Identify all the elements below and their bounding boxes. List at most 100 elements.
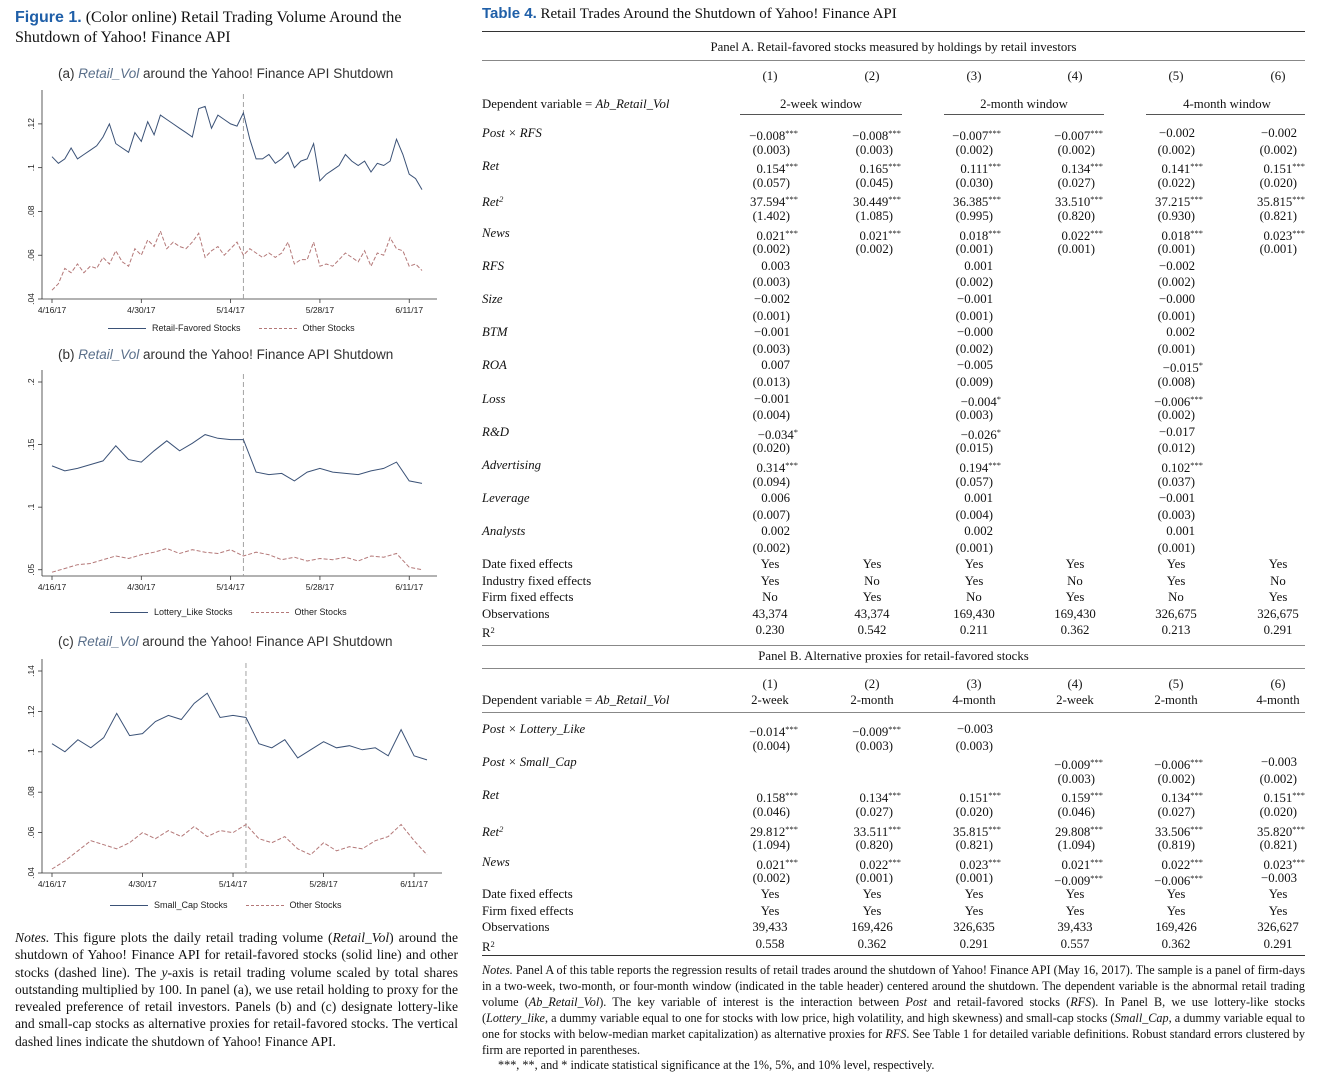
significance-stars: *** [988,856,1001,867]
significance-stars: *** [785,128,798,138]
legend-swatch [258,327,297,329]
standard-error: (0.001) [955,242,993,257]
standard-error: (0.002) [1157,142,1195,157]
coefficient: −0.001 [956,292,993,306]
row-label: Post × Lottery_Like [482,722,586,736]
coefficient: −0.008*** [749,128,798,143]
row-label: Ret2 [482,823,504,839]
row-label: Ret2 [482,194,504,210]
standard-error: (0.001) [1157,541,1195,555]
coefficient: −0.006*** [1154,393,1203,409]
footer-value: 169,426 [851,920,893,935]
row-label: Leverage [482,491,530,506]
table-rule [482,60,1305,61]
significance-stars: * [996,393,1001,404]
standard-error: (0.020) [1259,175,1297,190]
significance-stars: *** [1090,757,1103,768]
significance-stars: *** [1090,227,1103,238]
significance-stars: *** [988,227,1001,238]
standard-error: (0.002) [855,242,893,257]
panel-b-title: Panel B. Alternative proxies for retail-… [758,649,1029,663]
significance-stars: *** [888,823,901,834]
significance-stars: *** [988,790,1001,801]
standard-error: (0.001) [1157,308,1195,323]
standard-error: (0.020) [955,805,993,819]
window-underline [740,114,902,115]
panel-a-title: Panel A. Retail-favored stocks measured … [710,40,1077,54]
column-number: (6) [1270,677,1286,691]
table-rule [482,645,1305,646]
significance-stars: *** [1190,873,1203,884]
coefficient: 0.023*** [1263,227,1305,243]
footer-value: 326,635 [953,920,995,935]
footer-value: Yes [1268,590,1288,605]
footer-value: Yes [1166,557,1186,571]
coefficient: 0.021*** [1061,856,1103,872]
y-tick-label: .15 [26,438,36,450]
footer-value: 0.291 [1263,623,1293,638]
footer-value: Yes [1166,573,1186,588]
panel-title-a: (a) Retail_Vol around the Yahoo! Finance… [58,66,393,81]
standard-error: (0.009) [955,375,993,389]
y-tick-label: .12 [26,118,36,130]
coefficient: −0.002 [1260,126,1297,140]
coefficient: 33.510*** [1055,194,1103,210]
standard-error: (0.821) [1259,838,1297,853]
table-title: Table 4. Retail Trades Around the Shutdo… [482,5,897,23]
x-tick-label: 6/11/17 [395,305,423,315]
standard-error: (0.057) [955,474,993,489]
standard-error: (0.001) [955,308,993,323]
coefficient: 0.151*** [959,790,1001,806]
window-header: 2-month window [980,97,1068,111]
coefficient: 0.194*** [959,460,1001,475]
footer-value: 39,433 [1057,920,1093,935]
significance-stars: *** [1292,856,1305,867]
significance-stars: *** [888,856,901,867]
row-label: BTM [482,325,508,340]
coefficient: 0.134*** [859,790,901,806]
significance-stars: *** [1190,161,1203,172]
figure-column: Figure 1. (Color online) Retail Trading … [0,0,470,1080]
legend-swatch [250,611,289,613]
line-chart-a: .04 .06 .08 .1 .12 4/16/17 4/30/17 5/14/17 5/28/… [26,90,437,315]
column-number: (3) [966,677,982,691]
standard-error: (0.020) [752,441,790,456]
footer-value: Yes [1268,903,1288,918]
significance-stars: *** [1190,227,1203,238]
row-label: Post × Small_Cap [482,755,577,770]
standard-error: (0.030) [955,175,993,190]
y-tick-label: .08 [26,786,36,798]
table-label: Table 4. [482,5,537,22]
coefficient: 37.215*** [1155,194,1203,210]
significance-stars: *** [1190,856,1203,867]
standard-error: (0.037) [1157,474,1195,489]
series-line-favored [51,692,428,761]
standard-error: (0.001) [1057,242,1095,257]
figure-notes: Notes. This figure plots the daily retai… [15,930,458,1049]
standard-error: (0.002) [1259,142,1297,157]
standard-error: (0.004) [752,738,790,753]
row-label: Ret [482,159,500,174]
coefficient: 0.158*** [756,790,798,806]
significance-stars: *** [988,194,1001,205]
column-window: 2-month [1154,693,1198,707]
x-tick-label: 5/28/17 [309,879,338,889]
column-number: (4) [1067,677,1083,691]
coefficient: 0.003 [761,258,790,273]
window-underline [1146,114,1305,115]
standard-error: (0.003) [855,142,893,157]
x-tick-label: 5/28/17 [306,582,335,592]
footer-value: 0.557 [1060,936,1090,951]
significance-stars: *** [1190,393,1203,404]
column-number: (5) [1168,677,1184,691]
chart-legend: Lottery_Like Stocks Other Stocks [110,607,347,617]
significance-stars: *** [988,128,1001,138]
row-label: Advertising [482,458,541,472]
standard-error: (0.002) [955,275,993,290]
row-label: News [482,225,510,240]
footer-value: 0.362 [857,936,887,951]
coefficient: 33.511*** [853,823,901,839]
standard-error: (0.027) [855,805,893,819]
coefficient: 0.154*** [756,161,798,177]
footer-value: No [762,590,778,605]
